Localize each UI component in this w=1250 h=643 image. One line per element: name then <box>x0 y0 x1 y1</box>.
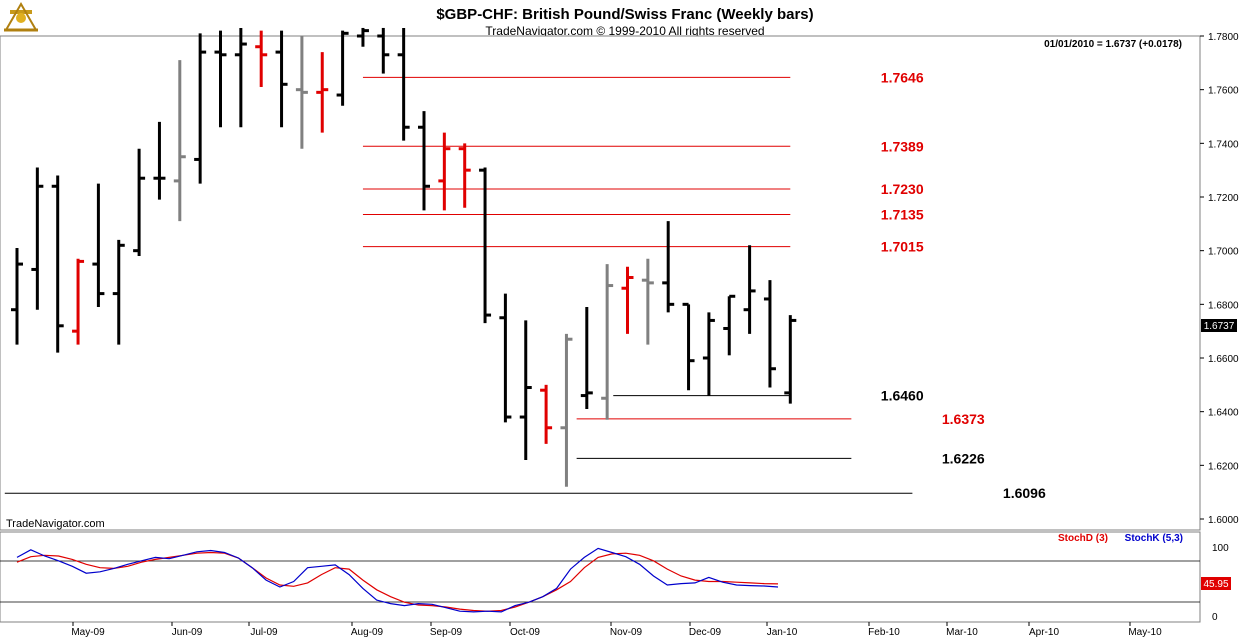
ohlc-bar <box>601 264 614 420</box>
x-tick-label: Jul-09 <box>250 627 278 638</box>
x-tick-label: May-09 <box>71 627 105 638</box>
price-y-tick-label: 1.6000 <box>1208 515 1239 526</box>
stochd-legend: StochD (3) <box>1058 533 1108 544</box>
ohlc-bar <box>133 148 146 257</box>
x-tick-label: Nov-09 <box>610 627 643 638</box>
price-y-tick-label: 1.6600 <box>1208 354 1239 365</box>
stochk-legend: StochK (5,3) <box>1125 533 1183 544</box>
ohlc-bar <box>51 175 64 353</box>
ohlc-bar <box>377 27 390 74</box>
x-tick-label: Dec-09 <box>689 627 722 638</box>
ohlc-bar <box>479 167 492 324</box>
ohlc-bar <box>153 121 166 200</box>
ohlc-bar <box>112 239 125 345</box>
chart-subtitle: TradeNavigator.com © 1999-2010 All right… <box>485 24 764 38</box>
ohlc-bar <box>519 320 532 460</box>
ohlc-bar <box>580 307 593 409</box>
ohlc-bar <box>784 315 797 404</box>
price-y-tick-label: 1.7800 <box>1208 32 1239 43</box>
level-label: 1.7230 <box>881 181 924 197</box>
x-axis: May-09 Jun-09 Jul-09 Aug-09 Sep-09 Oct-09 Nov-… <box>71 622 1162 638</box>
level-label: 1.6226 <box>942 450 985 466</box>
ohlc-bar <box>234 27 247 128</box>
level-label: 1.7646 <box>881 69 924 85</box>
price-panel: 01/01/2010 = 1.6737 (+0.0178) 1.7800 1.76… <box>0 27 1239 531</box>
level-label: 1.7015 <box>881 239 924 255</box>
trade-navigator-logo-icon <box>4 1 38 32</box>
ohlc-bar <box>743 245 756 334</box>
stochastic-panel: 100500 StochD (3) StochK (5,3) 45.95 <box>0 531 1231 623</box>
ohlc-bar <box>72 258 85 345</box>
last-price-box: 1.6737 <box>1201 319 1237 332</box>
x-tick-label: Jan-10 <box>767 627 798 638</box>
ohlc-bar <box>418 111 430 211</box>
ohlc-bar <box>560 333 573 487</box>
level-label: 1.7389 <box>881 138 924 154</box>
x-tick-label: Sep-09 <box>430 627 463 638</box>
price-y-axis: 1.7800 1.7600 1.7400 1.7200 1.7000 1.6800 1.66… <box>1200 32 1239 526</box>
ohlc-bar <box>194 33 207 184</box>
ohlc-bar <box>92 183 105 308</box>
ohlc-bar <box>458 143 471 208</box>
stoch-lines <box>16 547 779 613</box>
ohlc-bar <box>540 384 553 444</box>
level-lines: 1.7646 1.7389 1.7230 1.7135 1.7015 1.6460 1.63… <box>4 69 1046 501</box>
ohlc-bar <box>356 27 369 47</box>
last-stoch-label: 45.95 <box>1203 579 1228 590</box>
ohlc-bar <box>31 167 44 310</box>
x-tick-label: Oct-09 <box>510 627 540 638</box>
chart-title: $GBP-CHF: British Pound/Swiss Franc (Wee… <box>436 6 813 23</box>
ohlc-bar <box>438 132 451 211</box>
x-tick-label: May-10 <box>1128 627 1162 638</box>
last-price-label: 1.6737 <box>1204 321 1235 332</box>
ohlc-bar <box>275 30 288 128</box>
ohlc-bar <box>336 30 349 106</box>
ohlc-bar <box>295 36 308 149</box>
price-y-tick-label: 1.7000 <box>1208 247 1239 258</box>
level-label: 1.7135 <box>881 206 924 222</box>
level-label: 1.6460 <box>881 388 924 404</box>
ohlc-bar <box>214 30 227 128</box>
ohlc-bar <box>11 247 23 345</box>
price-readout: 01/01/2010 = 1.6737 (+0.0178) <box>1044 39 1182 50</box>
ohlc-bar <box>621 266 634 334</box>
price-y-tick-label: 1.6400 <box>1208 408 1239 419</box>
ohlc-bars <box>11 27 797 487</box>
ohlc-bar <box>682 302 695 391</box>
price-y-tick-label: 1.7200 <box>1208 193 1239 204</box>
price-y-tick-label: 1.7600 <box>1208 86 1239 97</box>
x-tick-label: Apr-10 <box>1029 627 1059 638</box>
ohlc-bar <box>662 221 675 313</box>
ohlc-bar <box>702 312 715 396</box>
stochd-line <box>16 551 779 612</box>
level-label: 1.6096 <box>1003 485 1046 501</box>
ohlc-bar <box>499 293 512 423</box>
ohlc-bar <box>397 27 410 141</box>
last-stoch-box: 45.95 <box>1201 577 1231 590</box>
credit-text: TradeNavigator.com <box>6 518 105 530</box>
stochk-line <box>16 547 779 613</box>
price-y-tick-label: 1.6800 <box>1208 300 1239 311</box>
ohlc-bar <box>173 60 186 222</box>
x-tick-label: Aug-09 <box>351 627 384 638</box>
ohlc-bar <box>723 294 736 356</box>
price-y-tick-label: 1.7400 <box>1208 139 1239 150</box>
ohlc-bar <box>316 52 329 133</box>
x-tick-label: Feb-10 <box>868 627 900 638</box>
ohlc-bar <box>255 30 268 87</box>
level-label: 1.6373 <box>942 411 985 427</box>
stochastic-panel-frame <box>0 531 1201 623</box>
x-tick-label: Mar-10 <box>946 627 978 638</box>
x-tick-label: Jun-09 <box>172 627 203 638</box>
ohlc-bar <box>763 280 776 388</box>
stoch-y-tick-label: 100 <box>1212 543 1229 554</box>
stoch-y-tick-label: 0 <box>1212 612 1218 623</box>
price-y-tick-label: 1.6200 <box>1208 461 1239 472</box>
ohlc-bar <box>641 258 654 345</box>
